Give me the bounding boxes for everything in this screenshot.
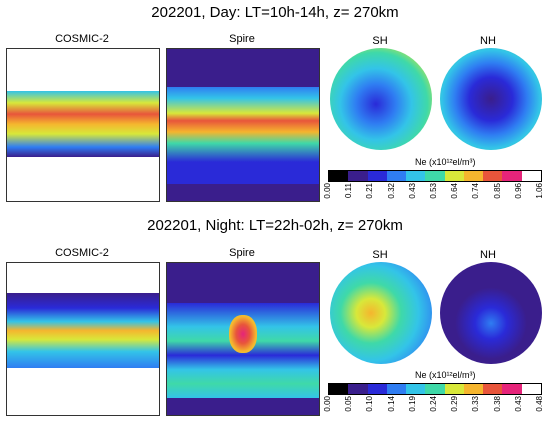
night-colorbar-tick: 0.43 — [513, 396, 523, 412]
day-spire-label: Spire — [229, 33, 255, 45]
day-colorbar-tick: 0.64 — [450, 183, 460, 199]
day-colorbar-segment — [386, 171, 407, 181]
night-sh-polar — [330, 262, 432, 364]
day-sh-label: SH — [372, 35, 388, 47]
night-colorbar-tick: 0.24 — [429, 396, 438, 412]
day-colorbar-tick: 1.06 — [535, 183, 544, 199]
night-colorbar-segment — [367, 384, 387, 394]
day-colorbar-tick: 0.85 — [492, 183, 502, 199]
night-colorbar-segment — [406, 384, 426, 394]
day-cosmic-map — [6, 48, 160, 202]
night-sh-label: SH — [372, 249, 388, 261]
night-colorbar-segment — [444, 384, 464, 394]
night-colorbar-segment — [386, 384, 407, 394]
day-colorbar-tick: 0.53 — [429, 183, 438, 199]
night-colorbar-segment — [329, 384, 349, 394]
night-colorbar-title: Ne (x10¹²el/m³) — [415, 370, 476, 380]
night-colorbar-segment — [521, 384, 541, 394]
day-colorbar — [328, 170, 542, 182]
night-colorbar-tick: 0.38 — [492, 396, 502, 412]
day-colorbar-tick: 0.96 — [513, 183, 523, 199]
day-colorbar-segment — [502, 171, 522, 181]
night-colorbar-tick: 0.00 — [323, 396, 332, 412]
night-colorbar-tick: 0.05 — [344, 396, 354, 412]
day-nh-polar — [440, 48, 542, 150]
night-title: 202201, Night: LT=22h-02h, z= 270km — [147, 217, 403, 234]
night-nh-label: NH — [480, 249, 496, 261]
night-colorbar-segment — [425, 384, 445, 394]
night-colorbar-tick: 0.29 — [450, 396, 460, 412]
day-colorbar-tick: 0.21 — [365, 183, 375, 199]
day-colorbar-segment — [463, 171, 484, 181]
night-colorbar-tick: 0.19 — [407, 396, 417, 412]
night-colorbar-tick: 0.10 — [365, 396, 375, 412]
night-colorbar-tick: 0.14 — [386, 396, 396, 412]
night-colorbar-tick: 0.48 — [535, 396, 544, 412]
night-cosmic-label: COSMIC-2 — [55, 247, 109, 259]
day-colorbar-title: Ne (x10¹²el/m³) — [415, 157, 476, 167]
day-colorbar-segment — [367, 171, 387, 181]
day-colorbar-tick: 0.43 — [407, 183, 417, 199]
day-colorbar-tick: 0.74 — [471, 183, 481, 199]
day-colorbar-segment — [483, 171, 503, 181]
night-nh-polar — [440, 262, 542, 364]
night-cosmic-map — [6, 262, 160, 416]
night-colorbar — [328, 383, 542, 395]
day-title: 202201, Day: LT=10h-14h, z= 270km — [151, 4, 399, 21]
day-nh-label: NH — [480, 35, 496, 47]
day-colorbar-tick: 0.11 — [344, 183, 354, 198]
day-sh-polar — [330, 48, 432, 150]
night-colorbar-segment — [463, 384, 484, 394]
day-colorbar-segment — [406, 171, 426, 181]
night-colorbar-segment — [502, 384, 522, 394]
day-colorbar-tick: 0.00 — [323, 183, 332, 199]
night-colorbar-tick: 0.33 — [471, 396, 481, 412]
day-colorbar-segment — [425, 171, 445, 181]
day-colorbar-segment — [348, 171, 368, 181]
day-colorbar-segment — [521, 171, 541, 181]
day-cosmic-label: COSMIC-2 — [55, 33, 109, 45]
day-colorbar-ticks: 0.00 0.11 0.21 0.32 0.43 0.53 0.64 0.74 0.85 0.96… — [323, 183, 544, 207]
night-colorbar-segment — [483, 384, 503, 394]
day-spire-map — [166, 48, 320, 202]
day-colorbar-segment — [329, 171, 349, 181]
night-colorbar-segment — [348, 384, 368, 394]
night-colorbar-ticks: 0.00 0.05 0.10 0.14 0.19 0.24 0.29 0.33 0.38 0.43… — [323, 396, 544, 420]
night-spire-map — [166, 262, 320, 416]
day-colorbar-tick: 0.32 — [386, 183, 396, 199]
night-spire-label: Spire — [229, 247, 255, 259]
day-colorbar-segment — [444, 171, 464, 181]
